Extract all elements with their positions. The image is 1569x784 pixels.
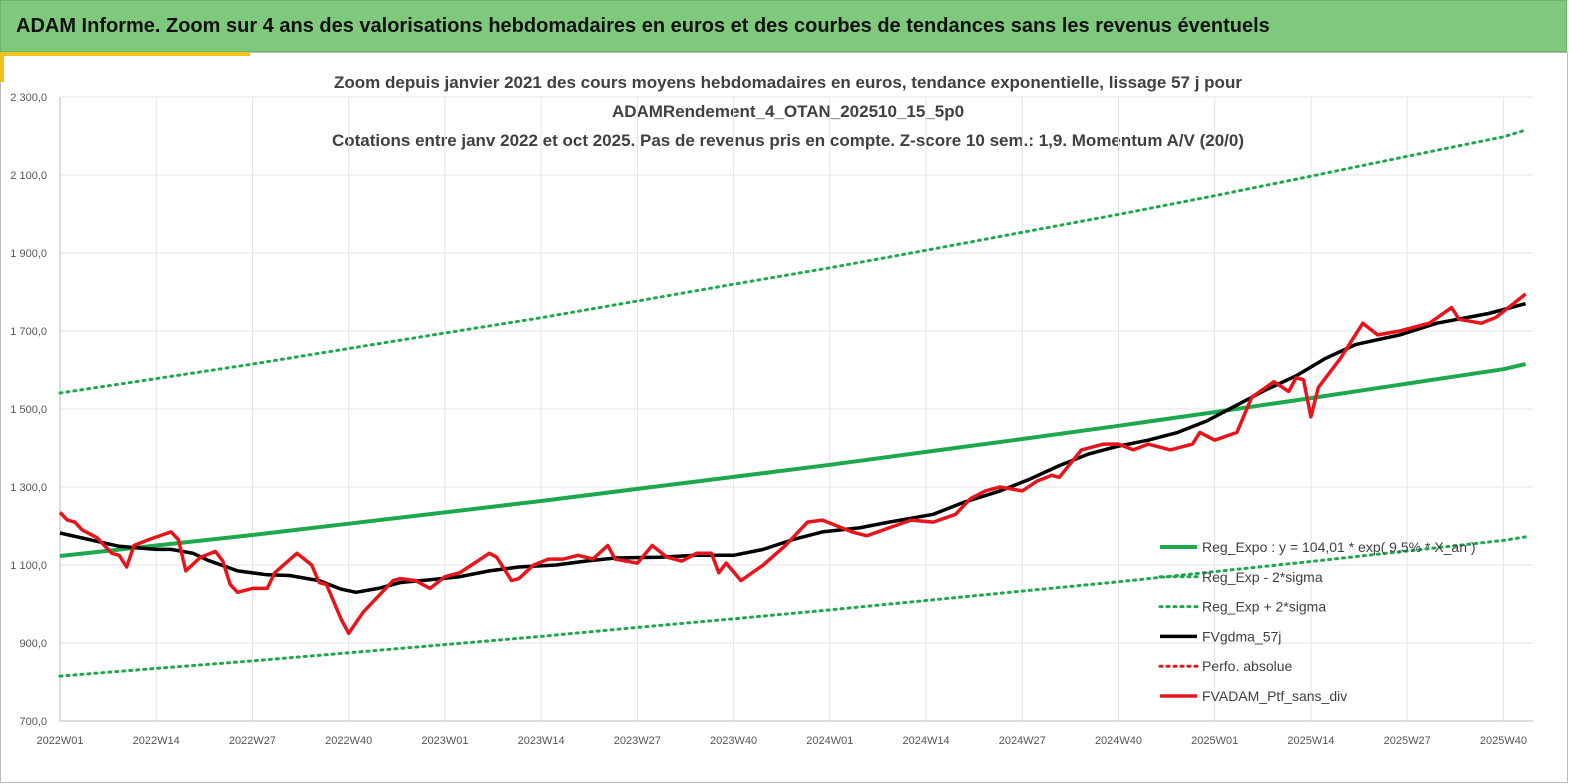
y-tick-label: 1 700,0 (10, 326, 47, 338)
x-tick-label: 2024W01 (806, 735, 853, 747)
series-line (58, 128, 1528, 395)
legend-label: Reg_Exp - 2*sigma (1202, 569, 1323, 585)
chart-title: Zoom depuis janvier 2021 des cours moyen… (334, 73, 1242, 92)
x-tick-label: 2022W40 (325, 735, 372, 747)
chart: Zoom depuis janvier 2021 des cours moyen… (0, 52, 1568, 783)
legend-label: Perfo. absolue (1202, 658, 1292, 674)
y-tick-label: 2 100,0 (10, 170, 47, 182)
series-line (59, 362, 1527, 558)
x-tick-label: 2024W40 (1095, 735, 1142, 747)
x-tick-label: 2023W01 (421, 735, 468, 747)
x-tick-label: 2025W40 (1480, 735, 1527, 747)
legend-label: FVADAM_Ptf_sans_div (1202, 688, 1347, 704)
chart-frame (0, 52, 1568, 783)
y-tick-label: 1 100,0 (10, 560, 47, 572)
x-tick-label: 2022W14 (133, 735, 180, 747)
series-line (59, 302, 1527, 595)
x-tick-label: 2024W14 (902, 735, 949, 747)
legend-label: Reg_Exp + 2*sigma (1202, 599, 1326, 615)
x-tick-label: 2023W14 (518, 735, 565, 747)
x-tick-label: 2025W01 (1191, 735, 1238, 747)
y-tick-label: 900,0 (19, 638, 47, 650)
x-tick-label: 2025W14 (1287, 735, 1334, 747)
x-tick-label: 2023W40 (710, 735, 757, 747)
y-tick-label: 1 500,0 (10, 404, 47, 416)
x-tick-label: 2023W27 (614, 735, 661, 747)
legend-label: Reg_Expo : y = 104,01 * exp( 9,5% * X_an… (1202, 539, 1476, 555)
chart-title: Cotations entre janv 2022 et oct 2025. P… (332, 131, 1244, 150)
y-tick-label: 2 300,0 (10, 92, 47, 104)
x-tick-label: 2022W01 (36, 735, 83, 747)
series-line (58, 292, 1527, 636)
accent (0, 52, 250, 56)
header-title: ADAM Informe. Zoom sur 4 ans des valoris… (16, 15, 1270, 37)
chart-title: ADAMRendement_4_OTAN_202510_15_5p0 (612, 102, 964, 121)
accent (0, 52, 4, 82)
series-line (58, 535, 1528, 678)
y-tick-label: 1 900,0 (10, 248, 47, 260)
x-tick-label: 2022W27 (229, 735, 276, 747)
x-tick-label: 2025W27 (1384, 735, 1431, 747)
header-bar: ADAM Informe. Zoom sur 4 ans des valoris… (0, 0, 1567, 52)
legend-label: FVgdma_57j (1202, 628, 1281, 644)
y-tick-label: 1 300,0 (10, 482, 47, 494)
x-tick-label: 2024W27 (999, 735, 1046, 747)
y-tick-label: 700,0 (19, 716, 47, 728)
